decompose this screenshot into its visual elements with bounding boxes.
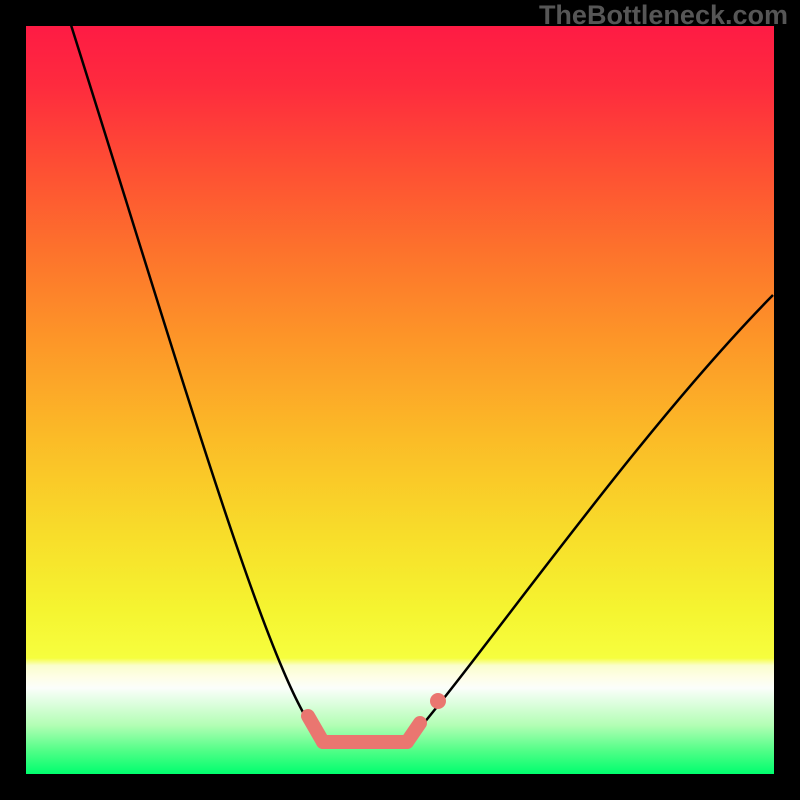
bottleneck-curve-left xyxy=(71,25,318,735)
bottleneck-curve-right xyxy=(414,295,773,735)
optimal-range-marker xyxy=(308,693,446,742)
curve-overlay xyxy=(0,0,800,800)
watermark-text: TheBottleneck.com xyxy=(539,0,788,31)
